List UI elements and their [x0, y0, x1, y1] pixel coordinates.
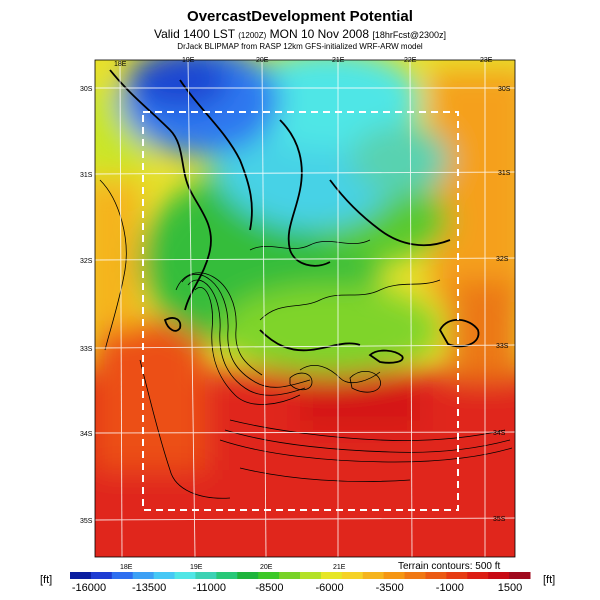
lon-label: 18E — [120, 564, 133, 571]
colorbar-swatch — [300, 572, 322, 579]
lat-label: 33S — [496, 343, 509, 350]
lat-label: 34S — [493, 430, 506, 437]
colorbar-tick-label: -3500 — [376, 582, 404, 594]
lon-label: 19E — [190, 564, 203, 571]
lon-label: 21E — [333, 564, 346, 571]
valid-date: MON 10 Nov 2008 — [269, 27, 370, 41]
colorbar-swatch — [446, 572, 468, 579]
colorbar-tick-label: -6000 — [316, 582, 344, 594]
colorbar-swatch — [488, 572, 510, 579]
colorbar-swatch — [279, 572, 301, 579]
lon-label: 20E — [260, 564, 273, 571]
colorbar-swatch — [216, 572, 238, 579]
utc-time: (1200Z) — [238, 31, 267, 40]
lat-label: 33S — [80, 346, 93, 353]
lon-label: 21E — [332, 57, 345, 64]
colorbar-swatch — [70, 572, 92, 579]
lat-labels-right: 30S 31S 32S 33S 34S 35S — [493, 86, 511, 523]
inner-domain-box — [142, 111, 459, 511]
lat-label: 32S — [80, 258, 93, 265]
colorbar — [70, 572, 531, 579]
lon-label: 20E — [256, 57, 269, 64]
colorbar-swatch — [90, 572, 113, 579]
colorbar-swatch — [132, 572, 155, 579]
model-credit: DrJack BLIPMAP from RASP 12km GFS-initia… — [177, 42, 423, 51]
colorbar-labels: -16000 -13500 -11000 -8500 -6000 -3500 -1000 15… — [72, 582, 522, 594]
lat-label: 32S — [496, 256, 509, 263]
colorbar-swatch — [383, 572, 406, 579]
lat-label: 30S — [498, 86, 511, 93]
terrain-contour-note: Terrain contours: 500 ft — [398, 561, 501, 572]
colorbar-tick-label: -8500 — [255, 582, 283, 594]
lat-labels-left: 30S 31S 32S 33S 34S 35S — [80, 86, 93, 525]
colorbar-swatch — [341, 572, 364, 579]
colorbar-swatch — [362, 572, 385, 579]
colorbar-swatch — [404, 572, 426, 579]
colorbar-swatch — [195, 572, 217, 579]
lat-label: 31S — [80, 172, 93, 179]
colorbar-swatch — [174, 572, 196, 579]
colorbar-swatch — [237, 572, 259, 579]
lon-label: 23E — [480, 57, 493, 64]
colorbar-swatch — [320, 572, 343, 579]
graticule — [95, 60, 515, 557]
lon-label: 22E — [404, 57, 417, 64]
color-field — [95, 60, 515, 557]
lat-label: 31S — [498, 170, 511, 177]
colorbar-tick-label: 1500 — [498, 582, 522, 594]
colorbar-tick-label: -13500 — [132, 582, 166, 594]
colorbar-tick-label: -16000 — [72, 582, 106, 594]
map-title: OvercastDevelopment Potential — [187, 8, 413, 25]
colorbar-tick-label: -1000 — [436, 582, 464, 594]
map-frame — [94, 59, 516, 558]
map-subtitle: Valid 1400 LST (1200Z) MON 10 Nov 2008 [… — [0, 27, 600, 41]
colorbar-swatch — [111, 572, 134, 579]
colorbar-swatch — [153, 572, 176, 579]
colorbar-swatch — [258, 572, 280, 579]
lon-labels-bottom: 18E 19E 20E 21E — [120, 564, 346, 571]
unit-label-right: [ft] — [543, 574, 556, 586]
lon-label: 18E — [114, 61, 127, 68]
colorbar-swatch — [509, 572, 531, 579]
lon-labels-top: 18E 19E 20E 21E 22E 23E — [114, 57, 493, 68]
lat-label: 35S — [80, 518, 93, 525]
colorbar-swatch — [467, 572, 489, 579]
colorbar-tick-label: -11000 — [193, 582, 226, 594]
lon-label: 19E — [182, 57, 195, 64]
unit-label-left: [ft] — [40, 574, 53, 586]
lat-label: 30S — [80, 86, 93, 93]
lat-label: 34S — [80, 431, 93, 438]
valid-time: Valid 1400 LST — [153, 27, 235, 41]
lat-label: 35S — [493, 516, 506, 523]
colorbar-swatch — [425, 572, 447, 579]
forecast-info: [18hrFcst@2300z] — [372, 30, 447, 40]
terrain-contours — [99, 179, 513, 499]
